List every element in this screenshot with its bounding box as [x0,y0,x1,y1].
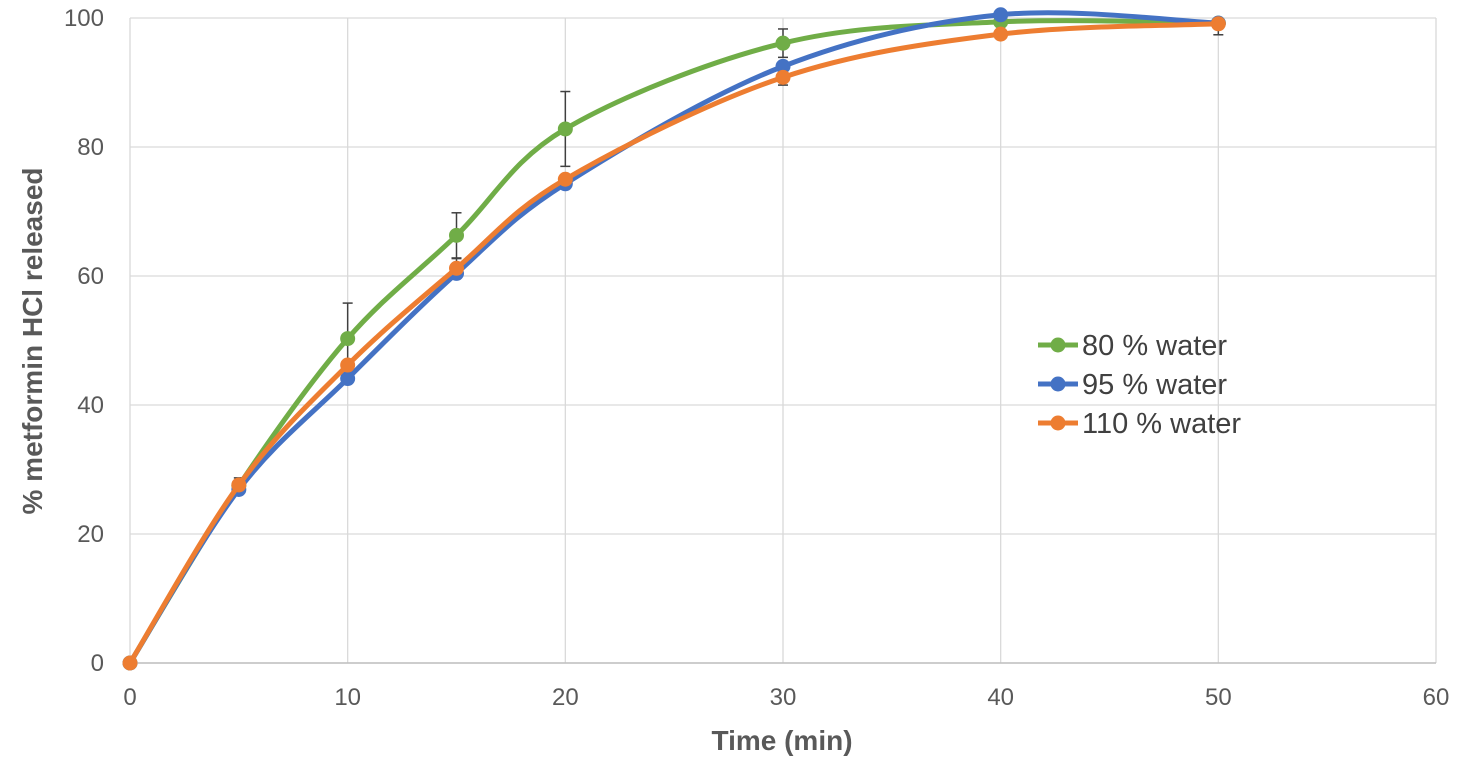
legend-label: 110 % water [1082,408,1241,440]
y-tick-label: 0 [91,650,104,677]
data-point [993,7,1009,23]
legend: 80 % water 95 % water 110 % water [1038,330,1241,440]
legend-swatch-marker [1050,337,1066,353]
data-point [775,58,791,74]
x-tick-label: 30 [770,684,797,711]
series-line-1 [127,10,1221,666]
data-point [1210,16,1226,32]
y-axis-title: % metformin HCl released [17,168,48,515]
legend-label: 95 % water [1082,369,1227,401]
x-tick-label: 40 [987,684,1014,711]
x-tick-label: 60 [1423,684,1450,711]
data-point [340,357,356,373]
data-point [340,371,356,387]
series [122,7,1226,671]
legend-swatch-marker [1050,376,1066,392]
grid [129,17,1437,664]
data-point [340,331,356,347]
data-point [231,477,247,493]
x-tick-label: 0 [123,684,136,711]
data-point [775,69,791,85]
data-point [557,171,573,187]
y-tick-label: 20 [77,521,104,548]
y-tick-label: 100 [64,5,104,32]
y-tick-label: 80 [77,134,104,161]
legend-swatch-marker [1050,415,1066,431]
x-tick-label: 20 [552,684,579,711]
x-tick-label: 10 [334,684,361,711]
data-point [449,227,464,243]
data-point [122,655,138,671]
data-point [993,26,1009,42]
x-tick-label: 50 [1205,684,1232,711]
y-tick-label: 60 [77,263,104,290]
axes: 0 20 40 60 80 100 0 10 20 30 40 50 60 [64,5,1449,711]
x-axis-title: Time (min) [711,725,852,756]
legend-label: 80 % water [1082,330,1227,362]
data-point [449,260,464,276]
y-tick-label: 40 [77,392,104,419]
data-point [775,35,791,51]
series-line-2 [127,21,1221,666]
data-point [557,121,573,137]
